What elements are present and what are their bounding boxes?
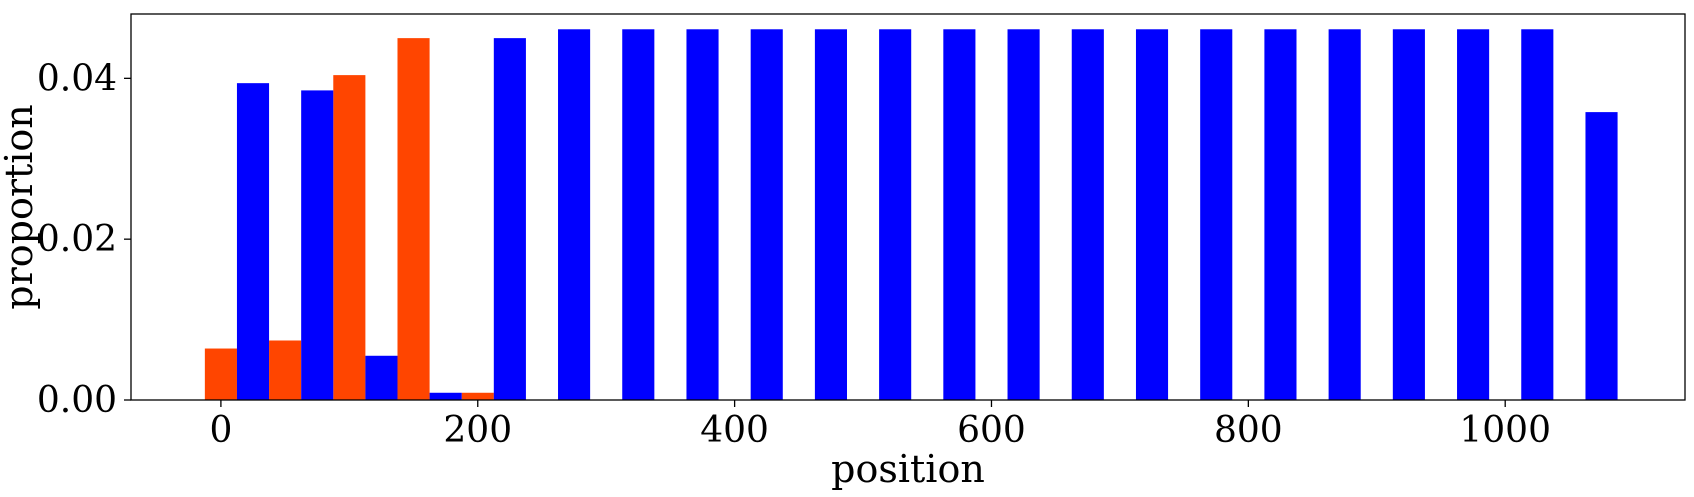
x-tick-label: 0 [209,410,232,451]
bar-series-2-point-16 [1200,29,1233,401]
x-axis-label: position [831,447,985,491]
bar-series-2-point-4 [429,392,462,400]
bar-series-2-point-1 [236,83,270,400]
bar-series-2-point-15 [1135,29,1169,401]
plot-frame [130,13,1686,401]
bar-series-1-point-2 [269,340,302,400]
bar-series-2-point-22 [1585,112,1618,401]
x-axis-ticks: 0 200 400 600 800 1000 [209,400,1551,451]
bar-series-2-point-3 [365,355,398,400]
y-tick-label: 0.04 [37,58,117,99]
x-tick-label: 800 [1214,410,1283,451]
x-tick-label: 200 [443,410,512,451]
x-tick-label: 600 [957,410,1026,451]
bar-series-2-point-2 [301,90,334,401]
y-tick-label: 0.02 [37,219,117,260]
bar-series-1-point-3 [333,75,366,401]
bar-series-2-point-13 [1007,29,1040,401]
bar-series-2-point-20 [1457,29,1490,401]
bar-series-1-point-1 [204,348,237,400]
bar-series-2-point-8 [686,29,719,401]
bar-series-2-point-12 [943,29,976,401]
bar-series-2-point-7 [622,29,655,401]
x-tick-label: 400 [700,410,769,451]
bar-series-2-point-18 [1328,29,1361,401]
bar-series-2-point-6 [558,29,591,401]
bar-series-2-point-19 [1392,29,1425,401]
x-tick-label: 1000 [1459,410,1551,451]
y-tick-label: 0.00 [37,380,117,421]
bar-series-2-point-9 [750,29,783,401]
bar-series-2-point-11 [879,29,912,401]
y-axis-label: proportion [0,104,41,310]
bar-series-2-point-10 [814,29,847,401]
y-axis-ticks: 0.00 0.02 0.04 [37,58,131,421]
bar-series-1-point-4 [397,38,430,401]
bar-series-2-point-17 [1264,29,1297,401]
bar-series-2-point-14 [1071,29,1104,401]
bars-layer [204,29,1618,401]
bar-series-1-point-5 [461,392,494,400]
bar-series-2-point-5 [493,38,526,401]
bar-series-2-point-21 [1521,29,1554,401]
